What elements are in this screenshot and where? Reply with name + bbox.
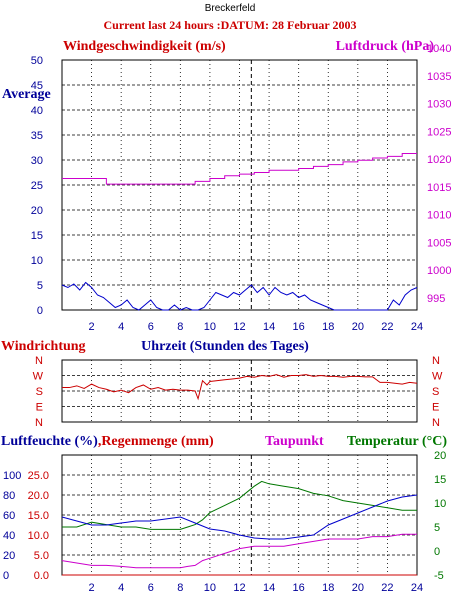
temperature-tick: 5 — [434, 522, 440, 534]
pressure-tick: 995 — [427, 293, 445, 305]
humidity-tick: 20 — [3, 550, 15, 562]
panel3-x-tick: 2 — [89, 582, 95, 594]
panel1-x-tick: 6 — [148, 321, 154, 333]
pressure-tick: 1015 — [427, 182, 451, 194]
panel1-x-tick: 24 — [411, 321, 423, 333]
direction-tick-left: N — [35, 355, 43, 367]
pressure-tick: 1030 — [427, 99, 451, 111]
panel3-x-tick: 24 — [411, 582, 423, 594]
wind-direction-axis-label: Windrichtung — [1, 339, 86, 354]
humidity-tick: 80 — [3, 490, 15, 502]
panel1-x-tick: 2 — [89, 321, 95, 333]
panel1-x-tick: 22 — [381, 321, 393, 333]
panel-wind-pressure: 0510152025303540455099510001005101010151… — [31, 43, 452, 333]
time-axis-label: Uhrzeit (Stunden des Tages) — [141, 339, 309, 354]
temperature-tick: 20 — [434, 450, 446, 462]
wind-speed-tick: 5 — [37, 280, 43, 292]
direction-tick-left: E — [36, 402, 43, 414]
humidity-rain-axis-label: Luftfeuchte (%),Regenmenge (mm) — [1, 434, 214, 449]
pressure-tick: 1040 — [427, 43, 451, 55]
panel3-x-tick: 8 — [177, 582, 183, 594]
chart-subtitle: Current last 24 hours :DATUM: 28 Februar… — [104, 18, 357, 32]
panel1-x-tick: 4 — [118, 321, 124, 333]
panel-humidity-temperature: 0 20 40 60 80 100 0.0 5.0 10.0 15.0 20.0 25.0 -5 0 5 10… — [3, 450, 446, 594]
panel3-x-tick: 6 — [148, 582, 154, 594]
direction-tick-right: W — [432, 371, 443, 383]
panel3-x-tick: 22 — [381, 582, 393, 594]
humidity-tick: 60 — [3, 510, 15, 522]
rain-label: ,Regenmenge (mm) — [98, 434, 214, 449]
panel3-x-tick: 14 — [263, 582, 275, 594]
pressure-tick: 1020 — [427, 154, 451, 166]
humidity-tick: 0 — [3, 570, 9, 582]
rain-tick: 20.0 — [28, 490, 49, 502]
pressure-tick: 1010 — [427, 210, 451, 222]
rain-tick: 10.0 — [28, 530, 49, 542]
wind-speed-tick: 20 — [31, 205, 43, 217]
panel1-x-tick: 8 — [177, 321, 183, 333]
pressure-tick: 1000 — [427, 265, 451, 277]
station-title: Breckerfeld — [205, 3, 256, 14]
dewpoint-axis-label: Taupunkt — [265, 434, 324, 449]
panel1-x-tick: 10 — [204, 321, 216, 333]
temperature-tick: 10 — [434, 498, 446, 510]
humidity-label: Luftfeuchte (%) — [1, 434, 98, 449]
panel3-x-tick: 4 — [118, 582, 124, 594]
humidity-tick: 40 — [3, 530, 15, 542]
panel-wind-direction: N NW WS SE EN N — [33, 355, 443, 429]
direction-tick-right: S — [432, 386, 439, 398]
direction-tick-right: N — [432, 355, 440, 367]
humidity-line — [61, 494, 418, 540]
humidity-tick: 100 — [3, 470, 21, 482]
rain-tick: 15.0 — [28, 510, 49, 522]
pressure-axis-label: Luftdruck (hPa) — [336, 39, 435, 54]
temperature-tick: 15 — [434, 474, 446, 486]
temperature-axis-label: Temperatur (°C) — [347, 434, 447, 449]
direction-tick-left: W — [33, 371, 44, 383]
direction-tick-left: N — [35, 417, 43, 429]
wind-speed-tick: 40 — [31, 105, 43, 117]
temperature-tick: 0 — [434, 546, 440, 558]
wind-speed-tick: 15 — [31, 230, 43, 242]
wind-speed-line — [61, 281, 418, 311]
wind-speed-tick: 50 — [31, 55, 43, 67]
panel1-x-tick: 16 — [293, 321, 305, 333]
direction-tick-right: E — [432, 402, 439, 414]
wind-speed-axis-label: Windgeschwindigkeit (m/s) — [63, 39, 226, 54]
panel3-x-tick: 18 — [322, 582, 334, 594]
direction-tick-left: S — [36, 386, 43, 398]
rain-tick: 5.0 — [34, 550, 49, 562]
panel1-x-tick: 18 — [322, 321, 334, 333]
wind-speed-tick: 25 — [31, 180, 43, 192]
panel3-x-tick: 16 — [293, 582, 305, 594]
wind-speed-tick: 45 — [31, 80, 43, 92]
wind-speed-tick: 0 — [37, 305, 43, 317]
temperature-line — [62, 480, 417, 530]
rain-tick: 0.0 — [34, 570, 49, 582]
panel1-x-tick: 20 — [352, 321, 364, 333]
pressure-tick: 1035 — [427, 71, 451, 83]
pressure-tick: 1005 — [427, 237, 451, 249]
pressure-tick: 1025 — [427, 126, 451, 138]
direction-tick-right: N — [432, 417, 440, 429]
panel3-x-tick: 20 — [352, 582, 364, 594]
wind-speed-tick: 35 — [31, 130, 43, 142]
rain-tick: 25.0 — [28, 470, 49, 482]
wind-direction-line — [62, 374, 418, 401]
panel1-x-tick: 14 — [263, 321, 275, 333]
panel1-x-tick: 12 — [233, 321, 245, 333]
panel3-x-tick: 12 — [233, 582, 245, 594]
wind-speed-tick: 30 — [31, 155, 43, 167]
temperature-tick: -5 — [434, 570, 444, 582]
wind-speed-tick: 10 — [31, 255, 43, 267]
dewpoint-line — [61, 533, 417, 569]
average-label: Average — [2, 87, 51, 102]
pressure-line — [62, 153, 417, 185]
panel3-x-tick: 10 — [204, 582, 216, 594]
